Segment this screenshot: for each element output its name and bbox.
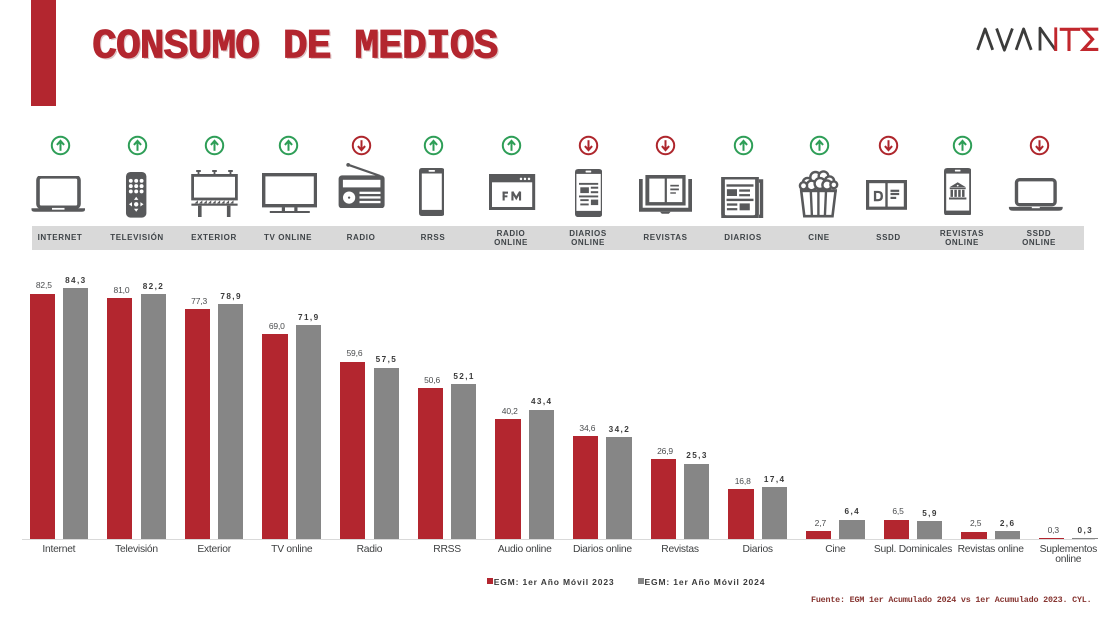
svg-text:CONSUMO DE MEDIOS: CONSUMO DE MEDIOS <box>94 24 501 72</box>
svg-text:CONSUMO DE MEDIOS: CONSUMO DE MEDIOS <box>92 22 499 70</box>
